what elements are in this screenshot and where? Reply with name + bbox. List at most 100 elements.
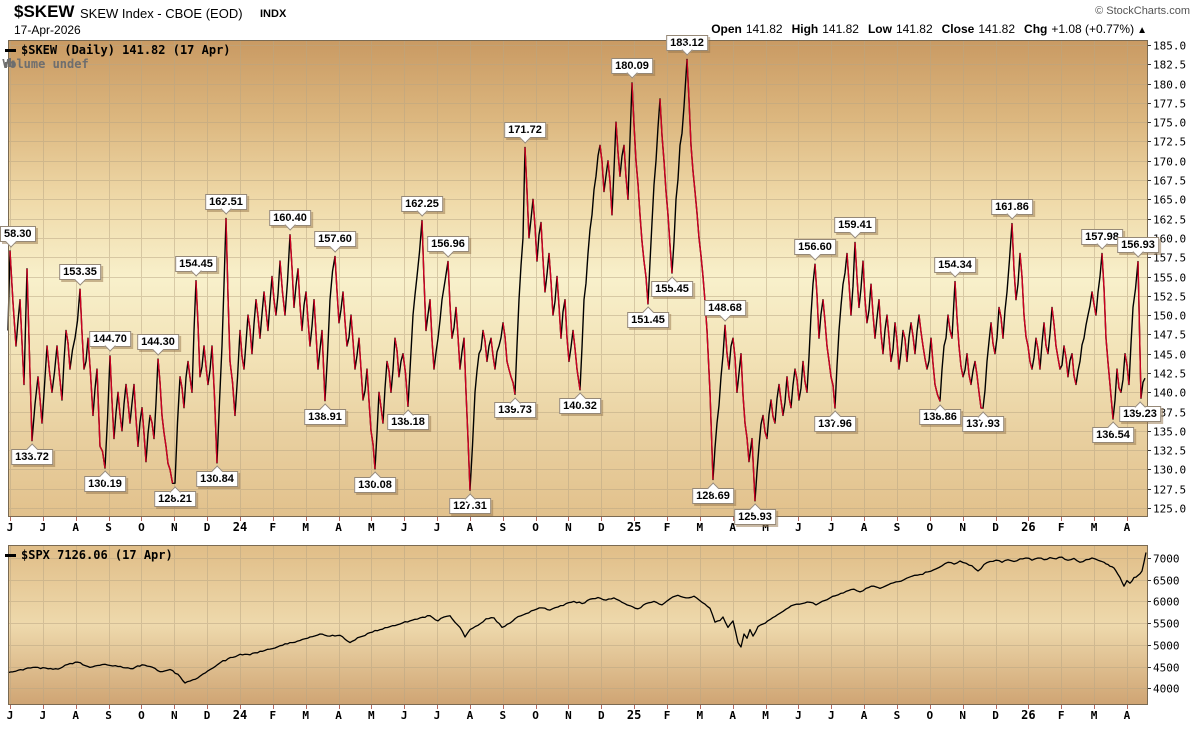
annotation-callout: 161.86 <box>991 198 1033 220</box>
y-axis-label: 140.0 <box>1153 387 1186 400</box>
x-axis-label: N <box>171 709 178 722</box>
annotation-callout: 139.23 <box>1119 401 1161 423</box>
x-axis-label: A <box>729 709 736 722</box>
x-axis-label: O <box>138 709 145 722</box>
spx-legend: $SPX 7126.06 (17 Apr) <box>5 548 173 562</box>
x-axis-label: M <box>697 709 704 722</box>
y-axis-label: 147.5 <box>1153 329 1186 342</box>
x-axis-label: M <box>302 709 309 722</box>
x-axis-label: M <box>697 521 704 534</box>
close-label: Close <box>941 22 975 36</box>
annotation-callout: 183.12 <box>666 34 708 56</box>
skew-price-panel: J J A S O N D 24 F M A M J J A S O N D 25 F M A M J J A S O N D 26 F M A 18… <box>0 34 1200 537</box>
y-axis-label: 155.0 <box>1153 272 1186 285</box>
x-axis-label: A <box>1124 521 1131 534</box>
x-axis-label: O <box>532 521 539 534</box>
open-label: Open <box>711 22 742 36</box>
skew-line-down <box>9 59 1142 501</box>
x-axis-label: A <box>72 521 79 534</box>
spx-legend-dash-icon <box>5 553 16 557</box>
x-axis-label: O <box>926 709 933 722</box>
x-axis-label: 26 <box>1021 520 1035 534</box>
x-axis-label: A <box>467 521 474 534</box>
x-axis-label: M <box>1091 521 1098 534</box>
x-axis-label: N <box>171 521 178 534</box>
annotation-callout: 157.60 <box>314 231 356 253</box>
annotation-callout: 144.70 <box>89 330 131 353</box>
x-axis-label: J <box>40 709 47 722</box>
y-axis-label: 160.0 <box>1153 233 1186 246</box>
spx-line-up <box>7 552 1147 684</box>
y-axis-label: 172.5 <box>1153 136 1186 149</box>
x-axis-label: A <box>861 521 868 534</box>
x-axis-label: N <box>565 709 572 722</box>
chg-label: Chg <box>1024 22 1048 36</box>
y-axis-label: 7000 <box>1153 553 1180 566</box>
x-axis-label: S <box>105 709 112 722</box>
annotation-callout: 156.96 <box>427 236 469 258</box>
annotation-callout: 155.45 <box>651 275 693 298</box>
x-axis-label: F <box>269 709 276 722</box>
x-axis-label: J <box>795 521 802 534</box>
high-label: High <box>791 22 819 36</box>
y-axis-label: 175.0 <box>1153 117 1186 130</box>
x-axis-label: J <box>401 521 408 534</box>
x-axis-label: F <box>1058 709 1065 722</box>
x-axis-label: A <box>729 521 736 534</box>
y-axis-label: 150.0 <box>1153 310 1186 323</box>
exchange-label: INDX <box>260 8 287 20</box>
annotation-callout: 138.18 <box>387 409 429 431</box>
ohlc-quote-row: Open 141.82 High 141.82 Low 141.82 Close 141.82… <box>711 22 1147 36</box>
annotation-callout: 140.32 <box>559 392 601 414</box>
x-axis-label: F <box>664 521 671 534</box>
x-axis-label: 24 <box>233 520 247 534</box>
annotation-callout: 154.45 <box>175 255 217 277</box>
annotation-callout: 130.08 <box>354 471 396 493</box>
annotation-callout: 151.45 <box>627 306 669 328</box>
annotation-callout: 154.34 <box>934 256 976 278</box>
x-axis-label: A <box>467 709 474 722</box>
skew-legend: $SKEW (Daily) 141.82 (17 Apr) <box>5 43 231 57</box>
low-label: Low <box>867 22 892 36</box>
y-axis-label: 145.0 <box>1153 349 1186 362</box>
annotation-callout: 156.93 <box>1117 236 1159 258</box>
x-axis-label: J <box>401 709 408 722</box>
x-axis-label: D <box>204 709 211 722</box>
y-axis-label: 182.5 <box>1153 59 1186 72</box>
y-axis-label: 167.5 <box>1153 175 1186 188</box>
x-axis-label: J <box>434 521 441 534</box>
x-axis-label: N <box>959 709 966 722</box>
spx-legend-label: $SPX 7126.06 (17 Apr) <box>21 548 173 562</box>
x-axis-label: M <box>302 521 309 534</box>
y-axis-label: 170.0 <box>1153 156 1186 169</box>
skew-legend-dash-icon <box>5 48 16 52</box>
spx-chart-svg: J J A S O N D 24 F M A M J J A S O N D 25 F M A M J J A S O N D 26 F M A 70… <box>7 545 1180 722</box>
x-axis-label: J <box>828 709 835 722</box>
close-value: 141.82 <box>978 22 1016 36</box>
y-axis-label: 135.0 <box>1153 426 1186 439</box>
y-axis-label: 4500 <box>1153 662 1180 675</box>
skew-chart-svg: J J A S O N D 24 F M A M J J A S O N D 25 F M A M J J A S O N D 26 F M A 18… <box>7 40 1186 534</box>
x-axis-label: O <box>138 521 145 534</box>
y-axis-label: 125.0 <box>1153 503 1186 516</box>
x-axis-label: N <box>959 521 966 534</box>
x-axis-label: S <box>894 709 901 722</box>
chart-date: 17-Apr-2026 <box>14 23 81 37</box>
high-value: 141.82 <box>822 22 859 36</box>
copyright-label: © StockCharts.com <box>1095 5 1190 17</box>
y-axis-label: 180.0 <box>1153 79 1186 92</box>
x-axis-label: A <box>72 709 79 722</box>
x-axis-label: 26 <box>1021 708 1035 722</box>
open-value: 141.82 <box>745 22 783 36</box>
spx-panel: J J A S O N D 24 F M A M J J A S O N D 25 F M A M J J A S O N D 26 F M A 70… <box>0 545 1200 737</box>
x-axis-label: D <box>598 709 605 722</box>
annotation-callout: 153.35 <box>59 264 101 286</box>
y-axis-label: 5500 <box>1153 618 1180 631</box>
y-axis-label: 137.5 <box>1153 407 1186 420</box>
annotation-callout: 156.60 <box>794 239 836 261</box>
x-axis-label: S <box>499 521 506 534</box>
x-axis-label: 25 <box>627 708 641 722</box>
x-axis-label: F <box>664 709 671 722</box>
x-axis-label: A <box>335 709 342 722</box>
chg-up-arrow-icon: ▲ <box>1137 25 1147 36</box>
